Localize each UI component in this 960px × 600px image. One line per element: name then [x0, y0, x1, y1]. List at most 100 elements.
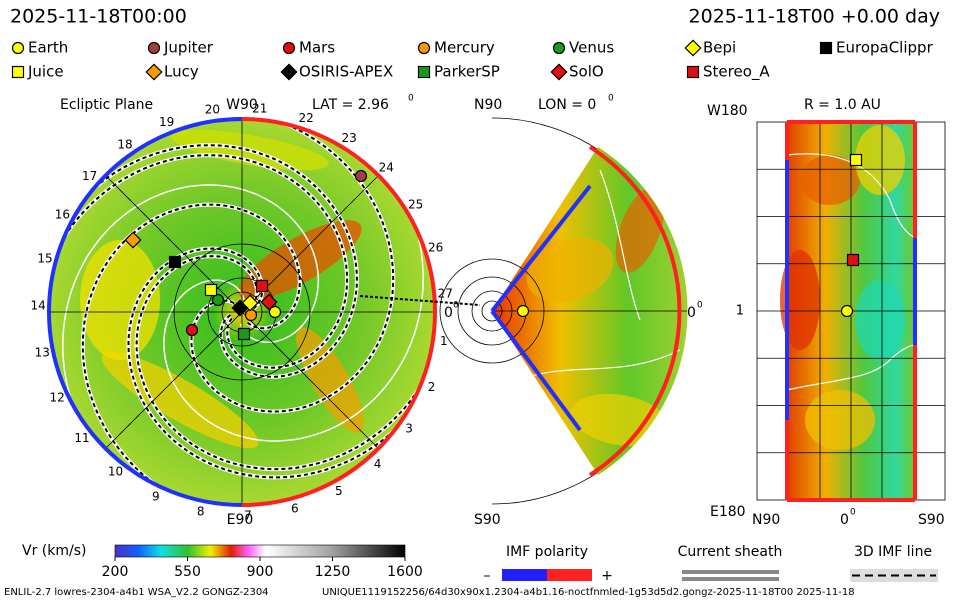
- longitude-label: 9: [152, 489, 160, 503]
- marker: [11, 65, 25, 79]
- polarity-label: +: [601, 568, 613, 584]
- longitude-label: 19: [159, 115, 174, 129]
- longitude-label: 4: [374, 457, 382, 471]
- marker: [147, 41, 161, 55]
- legend-label: Stereo_A: [703, 63, 770, 82]
- marker: [260, 293, 278, 311]
- boundary-arc: [588, 145, 682, 477]
- colorbar-tick-label: 1250: [315, 564, 351, 580]
- axis-label: S90: [918, 512, 945, 528]
- longitude-label: 10: [108, 465, 123, 479]
- marker: [244, 308, 258, 322]
- marker: [686, 65, 700, 79]
- degree-sign: 0: [608, 94, 614, 104]
- boundary-south: [490, 309, 582, 432]
- legend-label: Jupiter: [163, 39, 214, 57]
- marker: [268, 305, 282, 319]
- boundary-east: [47, 117, 243, 507]
- panel-title: R = 1.0 AU: [804, 97, 881, 113]
- degree-sign: 0: [850, 508, 856, 518]
- marker: [280, 63, 298, 81]
- speed-patch: [855, 280, 905, 360]
- longitude-label: 3: [405, 422, 413, 436]
- longitude-label: 13: [35, 346, 50, 360]
- legend-label: Venus: [569, 39, 614, 57]
- marker: [282, 41, 296, 55]
- sheath-swatch: [682, 570, 779, 574]
- marker: [255, 279, 269, 293]
- boundary-west: [241, 117, 437, 507]
- legend-label: ParkerSP: [434, 63, 500, 81]
- panel-subtitle: LAT = 2.96: [312, 97, 389, 113]
- axis-label: E90: [227, 512, 254, 528]
- legend-label: Bepi: [703, 39, 736, 57]
- current-sheath: [786, 153, 916, 239]
- marker: [846, 253, 860, 267]
- marker: [354, 169, 368, 183]
- marker: [204, 283, 218, 297]
- speed-patch: [780, 250, 820, 350]
- colorbar-tick-label: 550: [174, 564, 201, 580]
- timestamp: 2025-11-18T00:00: [10, 6, 187, 28]
- longitude-label: 23: [341, 131, 356, 145]
- marker: [237, 327, 251, 341]
- marker: [211, 293, 225, 307]
- axis-label: W180: [707, 103, 748, 119]
- current-sheath: [599, 169, 641, 321]
- longitude-label: 22: [299, 111, 314, 125]
- longitude-label: 15: [37, 252, 52, 266]
- axis-label: 1: [736, 304, 744, 319]
- longitude-label: 25: [408, 197, 423, 211]
- legend-label: SolO: [569, 63, 604, 81]
- speed-patch: [800, 155, 860, 205]
- longitude-label: 27: [438, 287, 453, 301]
- axis-label: S90: [474, 512, 501, 528]
- panel-title: Ecliptic Plane: [60, 97, 153, 113]
- panel-subtitle: LON = 0: [538, 97, 596, 113]
- axis-label: W90: [226, 97, 258, 113]
- footer-run: UNIQUE1119152256/64d30x90x1.2304-a4b1.16…: [322, 587, 855, 598]
- marker: [145, 63, 163, 81]
- marker: [849, 153, 863, 167]
- legend-label: Earth: [28, 39, 68, 57]
- legend-title: 3D IMF line: [854, 544, 932, 560]
- longitude-label: 20: [205, 103, 220, 117]
- legend-label: Lucy: [164, 63, 199, 81]
- marker: [819, 41, 833, 55]
- axis-label: N90: [752, 512, 780, 528]
- longitude-label: 24: [379, 160, 394, 174]
- marker: [241, 294, 259, 312]
- marker: [231, 299, 249, 317]
- colorbar: [114, 544, 406, 558]
- axis-label: E180: [710, 504, 746, 520]
- marker: [124, 231, 142, 249]
- polarity-label: –: [484, 568, 491, 584]
- current-sheath: [786, 344, 916, 391]
- marker: [550, 63, 568, 81]
- longitude-label: 5: [335, 484, 343, 498]
- marker: [552, 41, 566, 55]
- marker: [417, 65, 431, 79]
- longitude-label: 12: [49, 391, 64, 405]
- colorbar-tick-label: 200: [102, 564, 129, 580]
- legend-title: IMF polarity: [506, 544, 588, 560]
- longitude-label: 16: [55, 208, 70, 222]
- marker: [185, 323, 199, 337]
- legend-label: Juice: [27, 63, 64, 81]
- axis-label: 0: [840, 512, 849, 528]
- longitude-label: 7: [244, 508, 252, 522]
- longitude-label: 18: [117, 137, 132, 151]
- speed-patch: [238, 220, 362, 300]
- earth-line: [359, 295, 481, 306]
- degree-sign: 0: [697, 301, 703, 311]
- longitude-label: 11: [74, 431, 89, 445]
- speed-patch: [805, 390, 875, 450]
- longitude-label: 2: [428, 380, 436, 394]
- marker: [684, 39, 702, 57]
- legend-label: OSIRIS-APEX: [299, 63, 393, 81]
- axis-label: 0: [687, 305, 696, 321]
- legend-title: Current sheath: [678, 544, 783, 560]
- distance-ring: [173, 243, 311, 381]
- longitude-label: 8: [197, 504, 205, 518]
